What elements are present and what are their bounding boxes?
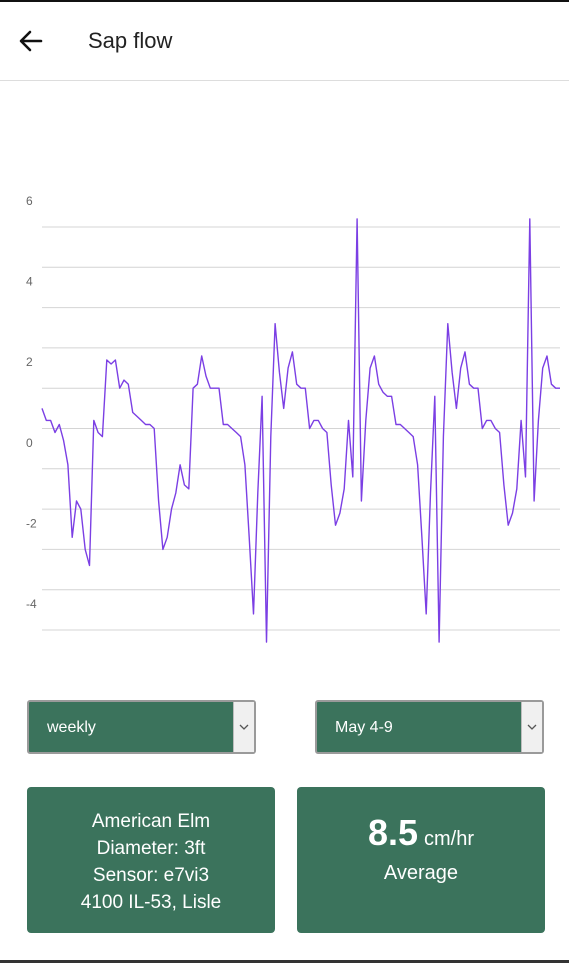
y-tick-label: -4 <box>26 597 37 611</box>
chevron-down-icon[interactable] <box>233 702 254 752</box>
average-label: Average <box>383 862 459 884</box>
page-title: Sap flow <box>88 28 173 53</box>
tree-species: American Elm <box>91 811 211 832</box>
average-card: 8.5 cm/hr Average <box>297 787 545 933</box>
y-tick-label: 4 <box>26 275 33 289</box>
chevron-down-icon[interactable] <box>521 702 542 752</box>
chart-series <box>41 218 560 643</box>
tree-diameter: Diameter: 3ft <box>96 838 206 859</box>
tree-address: 4100 IL-53, Lisle <box>80 892 222 913</box>
top-edge <box>0 0 569 2</box>
sensor-id: Sensor: e7vi3 <box>92 865 210 886</box>
average-value: 8.5 <box>367 812 419 853</box>
arrow-left-icon <box>19 30 43 52</box>
date-range-select[interactable]: May 4-9 <box>315 700 544 754</box>
period-select[interactable]: weekly <box>27 700 256 754</box>
y-tick-label: 6 <box>26 194 33 208</box>
tree-info-card: American Elm Diameter: 3ft Sensor: e7vi3… <box>27 787 275 933</box>
average-unit: cm/hr <box>424 828 475 850</box>
sap-flow-chart: 6 4 2 0 -2 -4 <box>26 194 560 643</box>
app-header: Sap flow <box>0 2 569 81</box>
sap-flow-line <box>41 218 560 643</box>
y-tick-label: -2 <box>26 516 37 530</box>
date-range-select-value: May 4-9 <box>335 719 393 736</box>
y-tick-label: 2 <box>26 355 33 369</box>
y-axis-ticks: 6 4 2 0 -2 -4 <box>26 194 37 611</box>
y-tick-label: 0 <box>26 436 33 450</box>
period-select-value: weekly <box>47 719 96 736</box>
back-button[interactable] <box>14 22 48 56</box>
bottom-edge <box>0 960 569 963</box>
